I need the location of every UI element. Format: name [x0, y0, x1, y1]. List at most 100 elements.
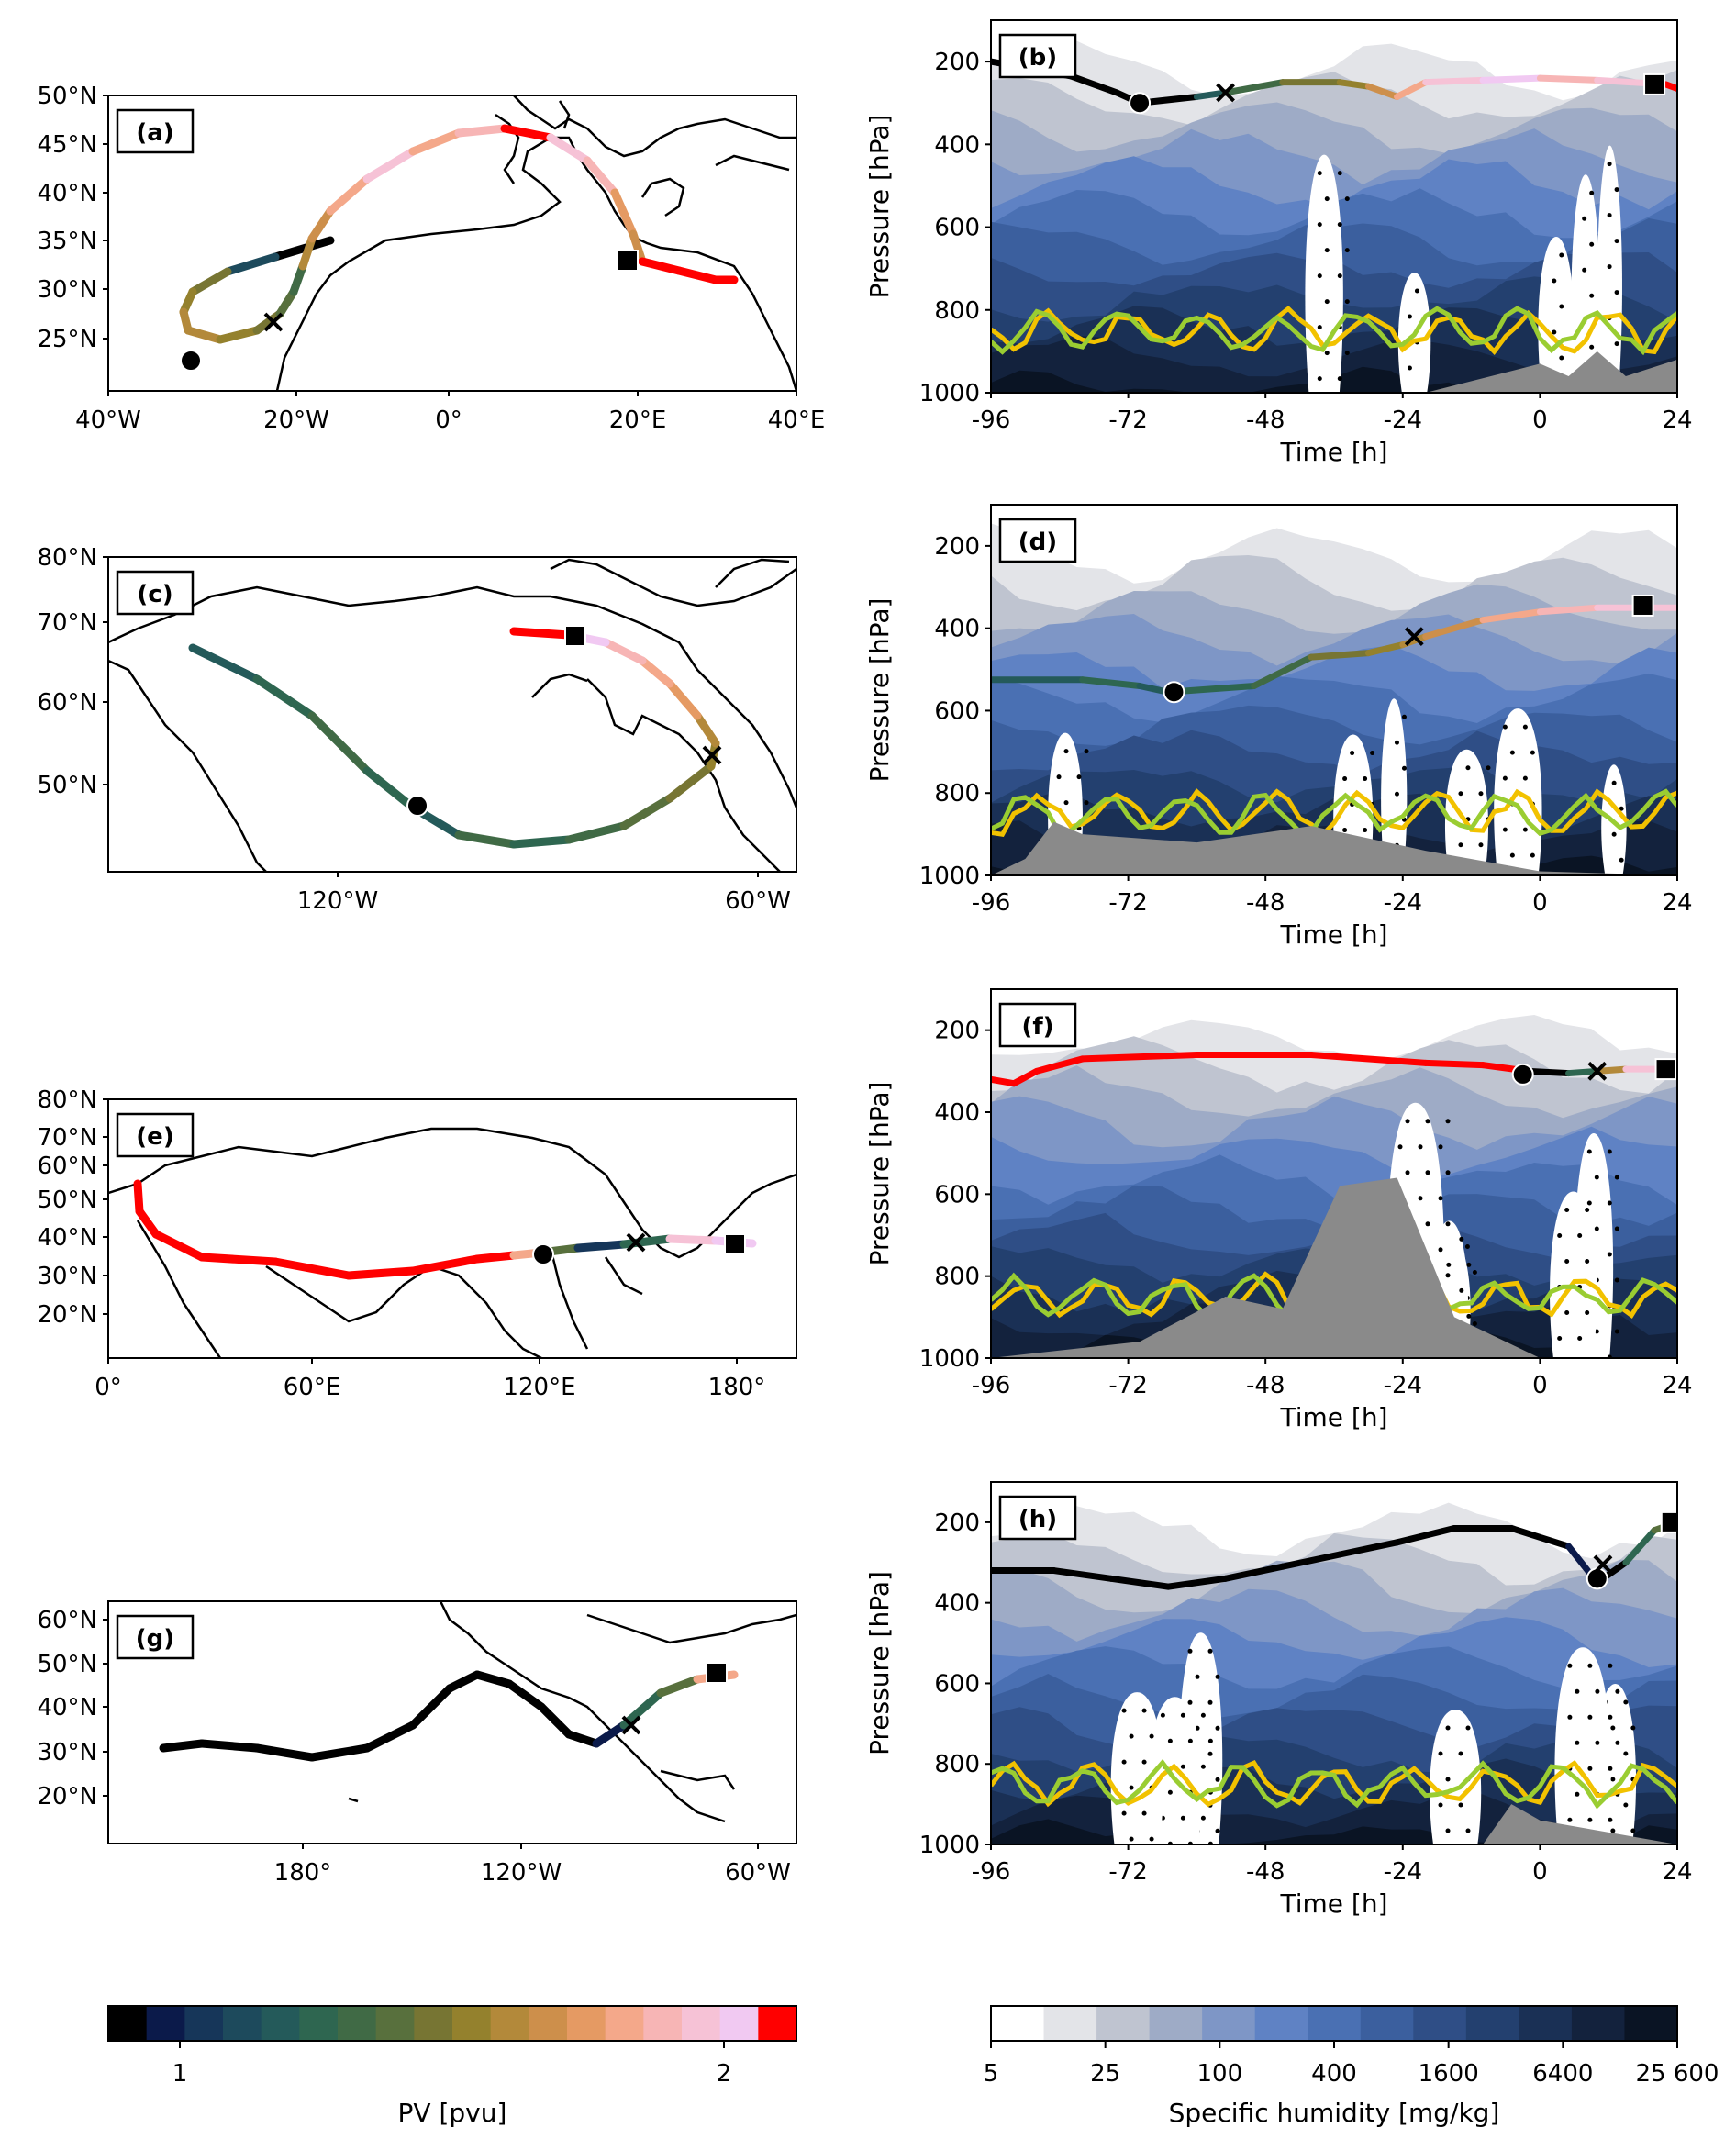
stipple-dot — [1587, 1766, 1593, 1771]
stipple-dot — [1425, 1221, 1430, 1227]
colorbar-label: PV [pvu] — [398, 2098, 507, 2128]
x-tick-label: 0 — [1532, 1858, 1548, 1886]
stipple-dot — [1215, 1725, 1220, 1731]
x-tick-label: 40°E — [768, 407, 826, 434]
stipple-dot — [1614, 187, 1619, 193]
x-tick-label: 0 — [1532, 1372, 1548, 1399]
stipple-dot — [1586, 1149, 1592, 1154]
trajectory-segment — [1422, 617, 1486, 641]
x-tick-label: -48 — [1246, 407, 1285, 434]
colorbar-swatch — [1254, 2006, 1308, 2041]
colorbar-tick-label: 1600 — [1419, 2060, 1479, 2088]
trajectory-segment — [509, 627, 573, 640]
trajectory-segment — [454, 124, 509, 138]
y-tick-label: 200 — [934, 49, 980, 76]
coastline — [715, 558, 790, 588]
orography — [991, 351, 1677, 393]
y-tick-label: 70°N — [37, 609, 97, 637]
stipple-dot — [1619, 806, 1624, 811]
stipple-dot — [1552, 278, 1557, 284]
stipple-dot — [1478, 791, 1484, 797]
stipple-dot — [1614, 1329, 1619, 1334]
x-tick-label: 20°E — [609, 407, 667, 434]
y-tick-label: 50°N — [37, 1186, 97, 1214]
stipple-dot — [1401, 714, 1407, 719]
axes-frame — [107, 1600, 797, 1844]
y-tick-label: 45°N — [37, 131, 97, 159]
y-tick-label: 200 — [934, 533, 980, 561]
trajectory-segment — [1565, 1067, 1601, 1077]
y-tick-label: 400 — [934, 1590, 980, 1618]
colorbar-tick-label: 100 — [1197, 2060, 1243, 2088]
trajectory-segment — [151, 1230, 206, 1262]
stipple-dot — [1557, 1336, 1563, 1342]
x-axis-label: Time [h] — [1279, 919, 1387, 950]
stipple-dot — [1407, 365, 1412, 371]
heating-contour — [991, 788, 1677, 837]
trajectory-segment — [1364, 641, 1407, 657]
trajectory-segment — [454, 830, 518, 849]
stipple-dot — [1180, 1764, 1185, 1769]
stipple-dot — [1582, 216, 1587, 221]
x-tick-label: -48 — [1246, 889, 1285, 917]
y-tick-label: 80°N — [37, 544, 97, 572]
x-axis-label: Time [h] — [1279, 1888, 1387, 1919]
axes-frame — [990, 19, 1678, 394]
y-tick-label: 200 — [934, 1018, 980, 1045]
stipple-dot — [1215, 1828, 1220, 1833]
orography — [991, 1804, 1677, 1844]
stipple-dot — [1587, 1663, 1593, 1668]
y-tick-label: 1000 — [919, 1345, 980, 1373]
stipple-dot — [1595, 1688, 1600, 1694]
trajectory-segment — [1222, 1563, 1286, 1582]
stipple-dot — [1084, 749, 1089, 754]
trajectory-segment — [665, 1234, 720, 1245]
y-tick-label: 30°N — [37, 1263, 97, 1290]
stipple-dot — [1337, 376, 1342, 382]
trajectory-segment — [1394, 1524, 1458, 1546]
trajectory-segment — [1079, 1051, 1200, 1063]
stipple-dot — [1614, 290, 1619, 295]
stipple-dot — [1405, 1119, 1410, 1124]
pv-colorbar: 1 2 PV [pvu] — [107, 2005, 797, 2128]
stipple-dot — [1466, 1262, 1472, 1267]
stipple-dot — [1207, 1648, 1213, 1654]
end-marker — [564, 625, 586, 647]
colorbar-frame — [107, 2005, 797, 2042]
coastline — [439, 1601, 726, 1823]
stipple-dot — [1414, 288, 1419, 294]
stipple-dot — [1530, 852, 1535, 858]
x-tick-label: 20°W — [263, 407, 329, 434]
stipple-dot — [1076, 774, 1082, 780]
stipple-dot — [1418, 1144, 1423, 1150]
stipple-dot — [1187, 1738, 1193, 1743]
x-tick-label: 0 — [1532, 407, 1548, 434]
trajectory-segment — [289, 262, 307, 296]
stipple-dot — [1401, 765, 1407, 771]
stipple-dot — [1530, 750, 1535, 755]
colorbar-swatch — [146, 2006, 185, 2041]
stipple-dot — [1472, 1270, 1477, 1276]
trajectory-segment — [509, 835, 573, 849]
stipple-dot — [1607, 264, 1612, 270]
stipple-dot — [1472, 1321, 1477, 1327]
panel-label-box — [116, 1112, 195, 1158]
panel-label-box — [998, 33, 1077, 79]
trajectory-segment — [537, 1702, 573, 1739]
trajectory-segment — [610, 188, 638, 239]
trajectory-segment — [1308, 1051, 1430, 1066]
coastline — [275, 136, 796, 391]
cloud-region — [1381, 698, 1408, 875]
colorbar-swatch — [682, 2006, 721, 2041]
y-tick-label: 80°N — [37, 1086, 97, 1114]
stipple-dot — [1608, 1817, 1613, 1822]
trajectory-segment — [216, 326, 262, 344]
trajectory-segment — [546, 133, 592, 165]
stipple-dot — [1464, 1244, 1470, 1250]
x-tick-label: 24 — [1662, 407, 1692, 434]
y-tick-label: 50°N — [37, 83, 97, 110]
y-tick-label: 50°N — [37, 1651, 97, 1678]
colorbar-tick-label: 400 — [1311, 2060, 1357, 2088]
stipple-dot — [1370, 751, 1375, 756]
stipple-dot — [1465, 1725, 1471, 1731]
